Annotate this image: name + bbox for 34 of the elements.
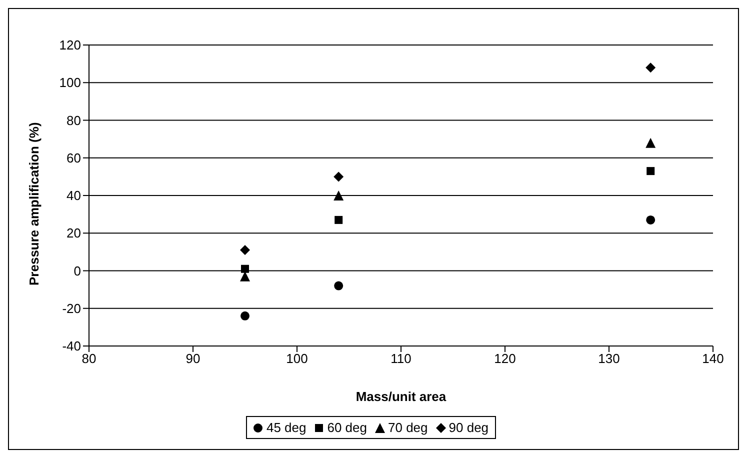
point: [334, 216, 343, 224]
legend-label: 60 deg: [326, 420, 367, 435]
point: [334, 190, 344, 200]
x-tick-label: 90: [186, 351, 200, 366]
x-axis-title: Mass/unit area: [356, 389, 447, 404]
y-tick-label: 80: [66, 112, 81, 128]
y-tick-label: 40: [66, 188, 81, 204]
point: [646, 62, 656, 73]
point: [646, 215, 656, 224]
point: [241, 264, 249, 273]
y-tick-label: 100: [59, 75, 81, 90]
x-tick-label: 130: [598, 351, 620, 366]
y-tick-label: -40: [62, 338, 81, 354]
x-tick-label: 140: [702, 351, 724, 366]
point: [240, 245, 250, 256]
legend-label: 70 deg: [387, 420, 428, 435]
x-tick-label: 120: [494, 351, 516, 366]
y-tick-label: -20: [62, 300, 81, 316]
point: [334, 172, 344, 182]
y-tick-label: 0: [74, 263, 81, 278]
point: [240, 271, 250, 282]
point: [334, 281, 344, 290]
legend-label: 90 deg: [448, 420, 489, 435]
point: [240, 311, 250, 320]
y-tick-label: 120: [59, 38, 81, 53]
point: [646, 138, 656, 148]
x-tick-label: 80: [82, 351, 96, 366]
x-tick-label: 110: [390, 351, 412, 366]
point: [646, 167, 655, 176]
y-tick-label: 60: [66, 150, 81, 166]
x-tick-label: 100: [286, 351, 308, 366]
y-axis-title: Pressure amplification (%): [26, 122, 42, 286]
legend-label: 45 deg: [265, 420, 306, 435]
y-tick-label: 20: [66, 226, 81, 241]
